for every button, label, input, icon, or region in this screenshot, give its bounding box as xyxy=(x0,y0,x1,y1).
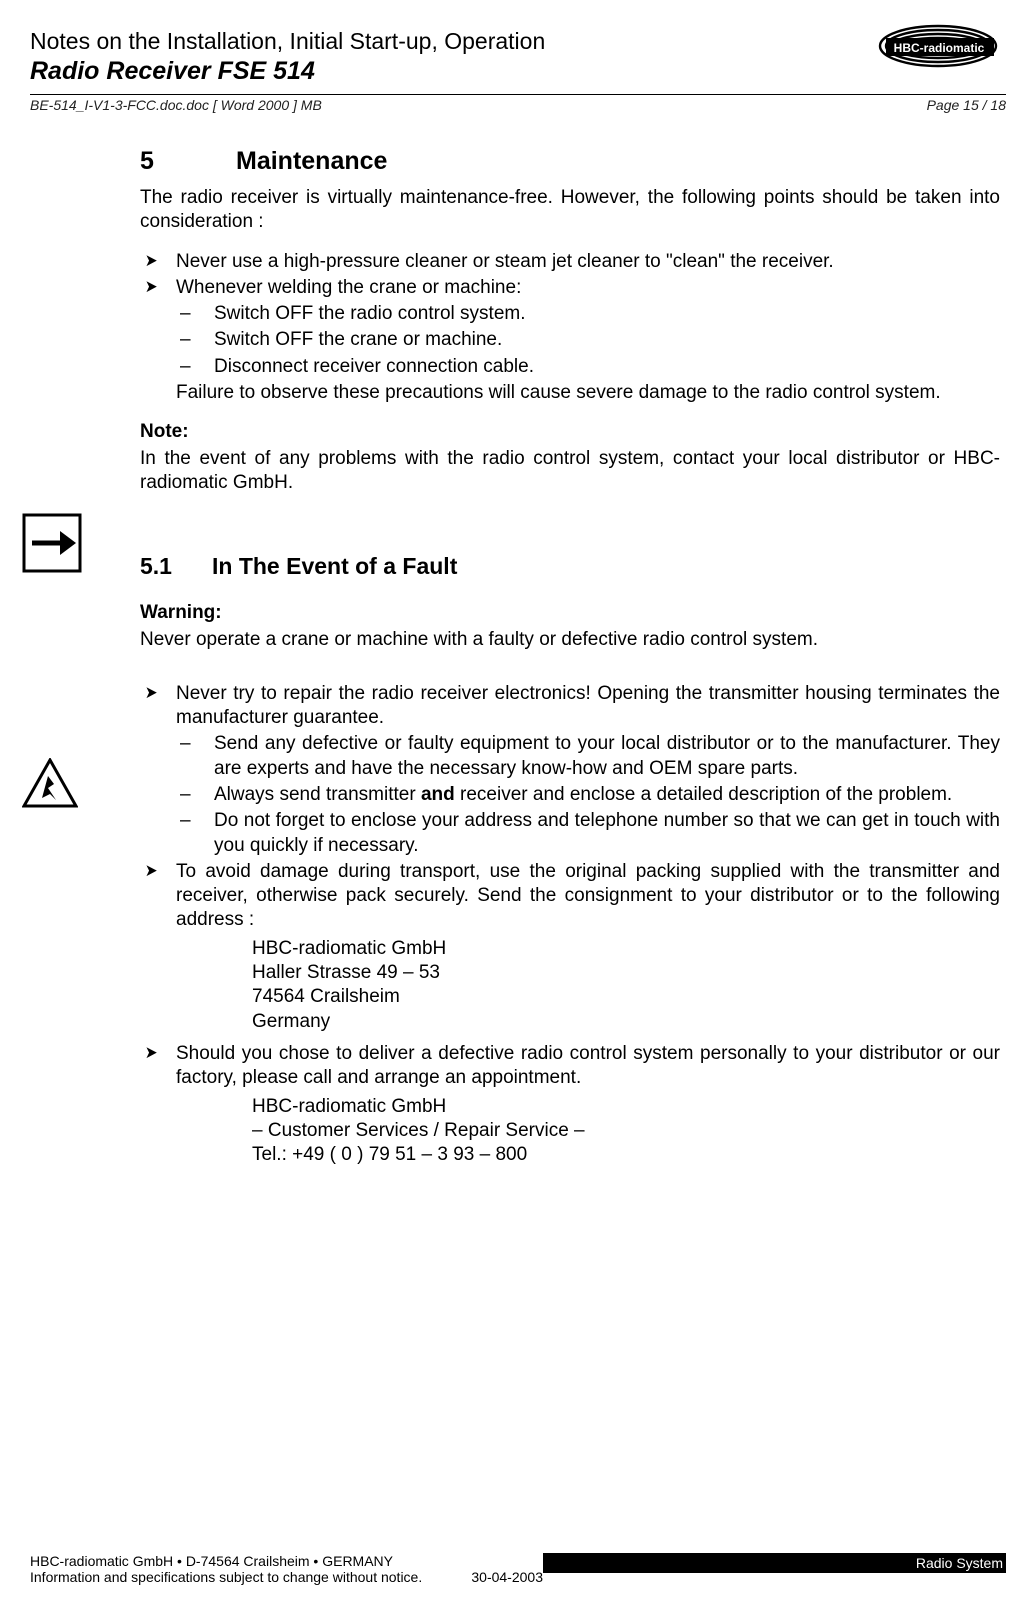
address-block: HBC-radiomatic GmbH Haller Strasse 49 – … xyxy=(252,937,1000,1034)
welding-sublist: Switch OFF the radio control system. Swi… xyxy=(176,302,1000,379)
list-item: Always send transmitter and receiver and… xyxy=(176,783,1000,807)
list-item: Never use a high-pressure cleaner or ste… xyxy=(140,250,1000,274)
contact-line: Tel.: +49 ( 0 ) 79 51 – 3 93 – 800 xyxy=(252,1143,1000,1167)
section-5-heading: 5Maintenance xyxy=(140,147,1000,176)
note-arrow-icon xyxy=(22,513,82,573)
section-5-number: 5 xyxy=(140,147,236,176)
footer-bar: Radio System xyxy=(543,1553,1006,1573)
list-item: Switch OFF the crane or machine. xyxy=(176,328,1000,352)
note-body: In the event of any problems with the ra… xyxy=(140,447,1000,495)
header-title: Notes on the Installation, Initial Start… xyxy=(30,28,1006,55)
header-subtitle: Radio Receiver FSE 514 xyxy=(30,57,1006,86)
welding-tail: Failure to observe these precautions wil… xyxy=(176,381,1000,405)
section-5-1-heading: 5.1In The Event of a Fault xyxy=(140,553,1000,580)
address-line: Germany xyxy=(252,1010,1000,1034)
list-item: Disconnect receiver connection cable. xyxy=(176,355,1000,379)
contact-line: HBC-radiomatic GmbH xyxy=(252,1095,1000,1119)
fault-list: Never try to repair the radio receiver e… xyxy=(140,682,1000,1168)
page-number: Page 15 / 18 xyxy=(927,97,1006,113)
contact-line: – Customer Services / Repair Service – xyxy=(252,1119,1000,1143)
list-item: Should you chose to deliver a defective … xyxy=(140,1042,1000,1168)
section-5-title: Maintenance xyxy=(236,147,387,175)
maintenance-list: Never use a high-pressure cleaner or ste… xyxy=(140,250,1000,406)
footer-company: HBC-radiomatic GmbH • D-74564 Crailsheim… xyxy=(30,1553,393,1569)
section-5-1-title: In The Event of a Fault xyxy=(212,553,457,579)
header-rule xyxy=(30,94,1006,95)
doc-reference: BE-514_I-V1-3-FCC.doc.doc [ Word 2000 ] … xyxy=(30,97,322,113)
footer-notice: Information and specifications subject t… xyxy=(30,1569,422,1585)
warning-triangle-icon xyxy=(22,758,78,808)
address-line: 74564 Crailsheim xyxy=(252,985,1000,1009)
repair-sublist: Send any defective or faulty equipment t… xyxy=(176,732,1000,858)
note-label: Note: xyxy=(140,421,1000,443)
page-header: Notes on the Installation, Initial Start… xyxy=(30,28,1006,113)
section-5-intro: The radio receiver is virtually maintena… xyxy=(140,186,1000,234)
address-line: HBC-radiomatic GmbH xyxy=(252,937,1000,961)
list-item: Send any defective or faulty equipment t… xyxy=(176,732,1000,781)
footer-date: 30-04-2003 xyxy=(471,1569,543,1585)
address-line: Haller Strasse 49 – 53 xyxy=(252,961,1000,985)
list-item: Whenever welding the crane or machine: S… xyxy=(140,276,1000,406)
section-5-1-number: 5.1 xyxy=(140,553,212,580)
svg-text:HBC-radiomatic: HBC-radiomatic xyxy=(894,41,985,55)
warning-label: Warning: xyxy=(140,602,1000,624)
list-item: Never try to repair the radio receiver e… xyxy=(140,682,1000,858)
list-item: To avoid damage during transport, use th… xyxy=(140,860,1000,1034)
warning-body: Never operate a crane or machine with a … xyxy=(140,628,1000,652)
page-footer: Radio System HBC-radiomatic GmbH • D-745… xyxy=(30,1553,1006,1585)
contact-block: HBC-radiomatic GmbH – Customer Services … xyxy=(252,1095,1000,1168)
hbc-radiomatic-logo: HBC-radiomatic xyxy=(876,24,1006,78)
list-item: Switch OFF the radio control system. xyxy=(176,302,1000,326)
list-item: Do not forget to enclose your address an… xyxy=(176,809,1000,858)
